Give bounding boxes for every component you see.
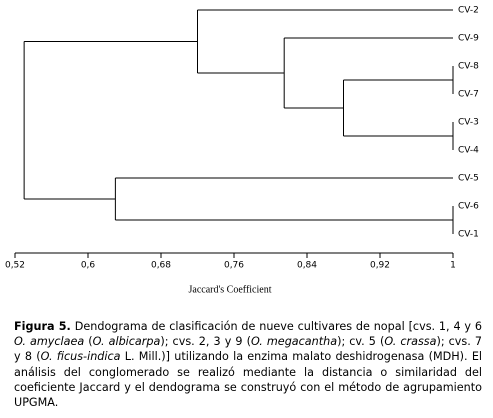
caption-label: Figura 5. (14, 320, 71, 333)
leaf-label: CV-5 (458, 174, 479, 184)
chart: Jaccard's Coefficient 0,52 0,6 0,68 0,76 0,8… (5, 6, 479, 296)
leaf-label: CV-7 (458, 90, 479, 100)
leaf-label: CV-9 (458, 34, 479, 44)
caption-text: ); cvs. 2, 3 y 9 ( (160, 335, 251, 349)
caption-text: O. amyclaea (14, 335, 85, 349)
leaf-label: CV-4 (458, 146, 479, 156)
caption-text: ( (84, 335, 93, 349)
caption-text: ); cv. 5 ( (337, 335, 385, 349)
leaf-label: CV-3 (458, 118, 479, 128)
x-axis-label: Jaccard's Coefficient (189, 284, 272, 295)
caption: Figura 5. Dendograma de clasificación de … (14, 319, 482, 410)
x-tick-label: 1 (450, 261, 456, 271)
leaf-label: CV-6 (458, 202, 479, 212)
caption-text: O. megacantha (250, 335, 338, 349)
x-tick-label: 0,76 (224, 261, 244, 271)
caption-text: L. Mill.)] utilizando la enzima malato d… (14, 350, 482, 410)
caption-text: O. ficus-indica (40, 350, 121, 364)
x-tick-label: 0,68 (151, 261, 171, 271)
x-tick-label: 0,52 (5, 261, 25, 271)
caption-text: Dendograma de clasificación de nueve cul… (74, 320, 483, 333)
leaf-label: CV-2 (458, 6, 479, 16)
caption-text: O. albicarpa (92, 335, 161, 349)
caption-text: O. crassa (384, 335, 437, 349)
caption-text: ); cvs. 7 y 8 ( (14, 335, 482, 364)
leaf-label: CV-8 (458, 62, 479, 72)
x-tick-label: 0,92 (370, 261, 390, 271)
x-tick-label: 0,6 (81, 261, 96, 271)
leaf-label: CV-1 (458, 230, 479, 240)
x-tick-label: 0,84 (297, 261, 317, 271)
